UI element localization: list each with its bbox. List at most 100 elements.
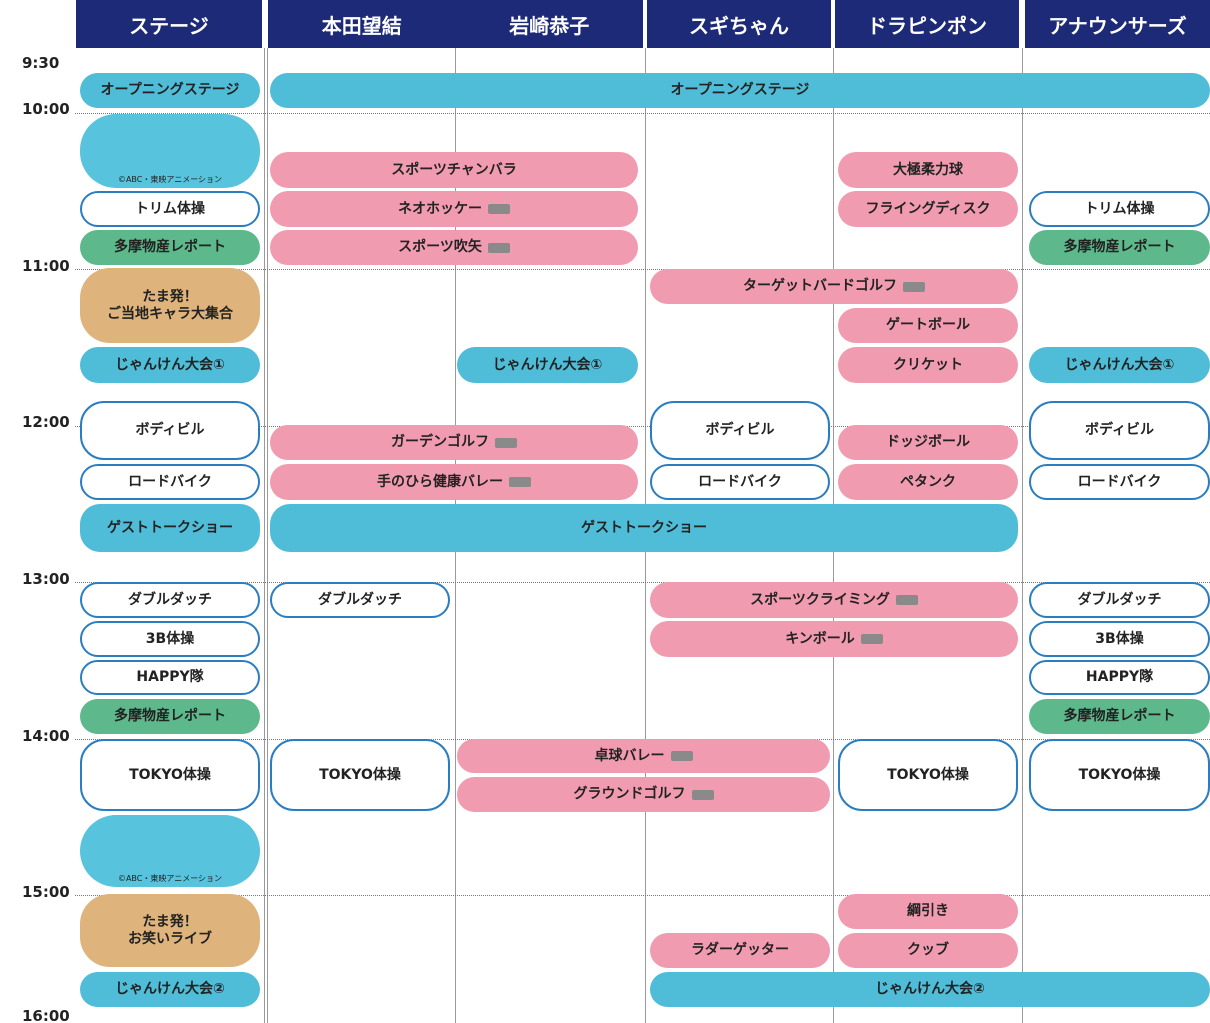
event-label: 多摩物産レポート	[1063, 708, 1176, 725]
header-label: スギちゃん	[689, 13, 789, 38]
event-label: ロードバイク	[1077, 473, 1162, 490]
header-label: 本田望結	[321, 13, 402, 38]
header-cell: スギちゃん	[647, 0, 831, 48]
event: スポーツ吹矢	[270, 230, 638, 265]
event: たま発！ お笑いライブ	[80, 894, 260, 967]
hour-line	[75, 113, 1210, 114]
event-label: クリケット	[893, 356, 963, 373]
event: ダブルダッチ	[80, 582, 260, 618]
event: 3B体操	[80, 621, 260, 657]
event: ゲートボール	[838, 308, 1018, 343]
event-label: ゲートボール	[886, 317, 970, 334]
header-cell: ドラピンポン	[835, 0, 1019, 48]
event: 綱引き	[838, 894, 1018, 929]
event: グラウンドゴルフ	[457, 777, 830, 812]
event: ターゲットバードゴルフ	[650, 269, 1018, 304]
time-label: 15:00	[22, 883, 70, 901]
event-label: ©ABC・東映アニメーション	[117, 174, 223, 184]
event: ダブルダッチ	[270, 582, 450, 618]
event: ゲストトークショー	[80, 504, 260, 552]
event: 多摩物産レポート	[80, 230, 260, 265]
hour-line	[75, 426, 1210, 427]
event-label: ゲストトークショー	[107, 519, 233, 536]
event: ダブルダッチ	[1029, 582, 1210, 618]
event: クリケット	[838, 347, 1018, 383]
header-cell: ステージ	[76, 0, 262, 48]
event: 手のひら健康バレー	[270, 464, 638, 500]
event-label: ガーデンゴルフ	[391, 434, 489, 451]
event-label: オープニングステージ	[670, 82, 810, 99]
event: じゃんけん大会①	[1029, 347, 1210, 383]
event-label: たま発！ お笑いライブ	[128, 914, 212, 947]
event: じゃんけん大会①	[457, 347, 638, 383]
event-label: 大極柔力球	[893, 161, 963, 178]
event: HAPPY隊	[1029, 660, 1210, 695]
video-icon	[670, 751, 693, 761]
event-label: ロードバイク	[128, 473, 212, 490]
event: ©ABC・東映アニメーション	[80, 815, 260, 887]
event: クッブ	[838, 933, 1018, 968]
column-line	[267, 48, 268, 1023]
event-label: 3B体操	[1095, 630, 1144, 647]
event: HAPPY隊	[80, 660, 260, 695]
video-icon	[488, 204, 510, 214]
video-icon	[903, 281, 925, 292]
event-label: 手のひら健康バレー	[377, 473, 503, 490]
event-label: ダブルダッチ	[128, 591, 212, 608]
event: じゃんけん大会②	[650, 972, 1210, 1007]
event: 多摩物産レポート	[1029, 230, 1210, 265]
event-label: 多摩物産レポート	[114, 708, 226, 725]
event-label: スポーツチャンバラ	[391, 161, 517, 178]
hour-line	[75, 895, 1210, 896]
event-label: じゃんけん大会②	[875, 981, 985, 998]
event-label: ダブルダッチ	[318, 591, 402, 608]
event-label: たま発！ ご当地キャラ大集合	[107, 289, 233, 322]
event: TOKYO体操	[838, 739, 1018, 811]
event: ©ABC・東映アニメーション	[80, 114, 260, 188]
event-label: フライングディスク	[865, 200, 991, 217]
time-label: 13:00	[22, 570, 70, 588]
event-label: ターゲットバードゴルフ	[743, 278, 897, 295]
event: オープニングステージ	[80, 73, 260, 108]
event: じゃんけん大会②	[80, 972, 260, 1007]
event: ペタンク	[838, 464, 1018, 500]
event: キンボール	[650, 621, 1018, 657]
event: 多摩物産レポート	[80, 699, 260, 734]
event-label: TOKYO体操	[887, 766, 969, 783]
event-label: じゃんけん大会①	[115, 356, 225, 373]
video-icon	[860, 634, 883, 644]
event-label: ©ABC・東映アニメーション	[117, 873, 223, 883]
event: ガーデンゴルフ	[270, 425, 638, 460]
event-label: オープニングステージ	[100, 82, 240, 99]
video-icon	[509, 477, 531, 487]
time-label: 16:00	[22, 1007, 70, 1023]
event: トリム体操	[1029, 191, 1210, 227]
event-label: HAPPY隊	[1085, 669, 1154, 686]
event-label: キンボール	[785, 630, 855, 647]
header-cell: アナウンサーズ	[1025, 0, 1210, 48]
time-label: 12:00	[22, 413, 70, 431]
event: たま発！ ご当地キャラ大集合	[80, 268, 260, 343]
event: スポーツチャンバラ	[270, 152, 638, 188]
event: ラダーゲッター	[650, 933, 830, 968]
video-icon	[495, 437, 517, 448]
event-label: グラウンドゴルフ	[573, 786, 686, 803]
event: フライングディスク	[838, 191, 1018, 227]
event: ロードバイク	[1029, 464, 1210, 500]
event-label: ボディビル	[705, 422, 775, 439]
event-label: 3B体操	[145, 630, 195, 647]
event-label: ペタンク	[900, 473, 956, 490]
event-label: スポーツ吹矢	[398, 239, 482, 256]
event-label: ゲストトークショー	[581, 519, 707, 536]
event-label: じゃんけん大会①	[1064, 356, 1175, 373]
time-label: 10:00	[22, 100, 70, 118]
event-label: 多摩物産レポート	[114, 239, 226, 256]
header-label: アナウンサーズ	[1048, 13, 1187, 38]
event: トリム体操	[80, 191, 260, 227]
event-label: ドッジボール	[886, 434, 970, 451]
column-line	[1022, 48, 1023, 1023]
header-cell: 本田望結 岩崎恭子	[268, 0, 643, 48]
video-icon	[487, 242, 510, 253]
event: 3B体操	[1029, 621, 1210, 657]
